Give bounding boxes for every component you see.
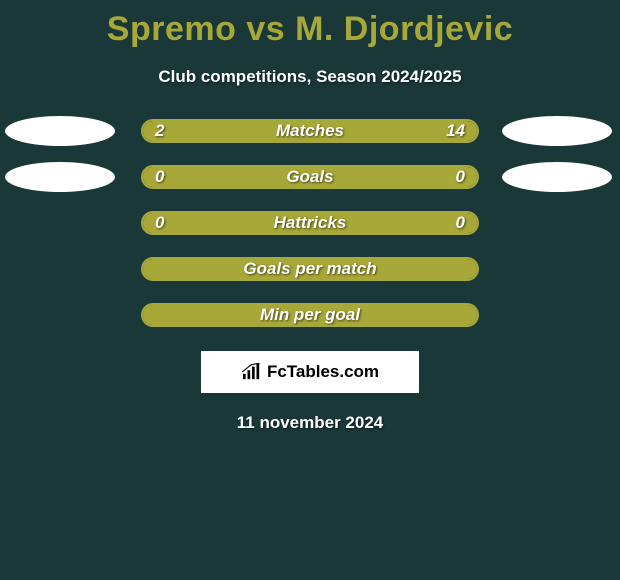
stat-bar: 00Goals xyxy=(141,165,479,189)
stat-bar: Goals per match xyxy=(141,257,479,281)
bar-row: Goals per match xyxy=(0,257,620,281)
player-avatar-right xyxy=(502,116,612,146)
bar-label: Goals xyxy=(143,167,477,187)
subtitle: Club competitions, Season 2024/2025 xyxy=(0,67,620,87)
chart-icon xyxy=(241,363,263,381)
date-text: 11 november 2024 xyxy=(0,413,620,433)
bar-row: 00Goals xyxy=(0,165,620,189)
bar-label: Matches xyxy=(143,121,477,141)
page-title: Spremo vs M. Djordjevic xyxy=(0,0,620,49)
bar-row: Min per goal xyxy=(0,303,620,327)
bar-label: Goals per match xyxy=(143,259,477,279)
logo-box[interactable]: FcTables.com xyxy=(201,351,419,393)
stat-bar: 214Matches xyxy=(141,119,479,143)
player-avatar-right xyxy=(502,162,612,192)
comparison-bars: 214Matches 00Goals 00Hattricks Goals per ma… xyxy=(0,119,620,327)
player-avatar-left xyxy=(5,162,115,192)
stat-bar: 00Hattricks xyxy=(141,211,479,235)
player-avatar-left xyxy=(5,116,115,146)
bar-label: Hattricks xyxy=(143,213,477,233)
bar-row: 214Matches xyxy=(0,119,620,143)
bar-label: Min per goal xyxy=(143,305,477,325)
stat-bar: Min per goal xyxy=(141,303,479,327)
bar-row: 00Hattricks xyxy=(0,211,620,235)
logo-text: FcTables.com xyxy=(267,362,379,382)
